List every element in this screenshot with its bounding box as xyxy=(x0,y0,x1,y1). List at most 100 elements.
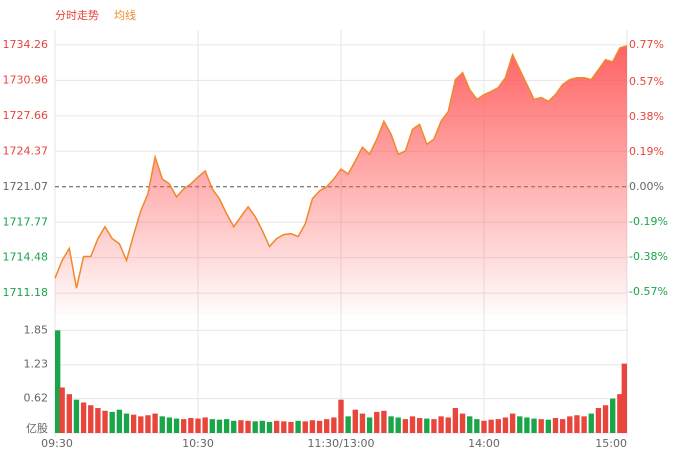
volume-bar xyxy=(617,394,623,433)
volume-bar xyxy=(416,418,423,433)
volume-bar xyxy=(102,410,108,433)
volume-bar xyxy=(238,420,244,433)
volume-tick-label: 0.62 xyxy=(24,392,49,405)
y2-tick-label: -0.57% xyxy=(629,285,668,298)
y-tick-label: 1714.48 xyxy=(3,251,49,264)
y2-tick-label: 0.77% xyxy=(629,38,664,51)
volume-bar xyxy=(66,394,72,433)
volume-bar xyxy=(130,414,137,433)
volume-bar xyxy=(395,417,401,433)
volume-bar xyxy=(588,413,594,433)
volume-bar xyxy=(252,421,258,433)
volume-bar xyxy=(116,409,123,433)
volume-bar xyxy=(459,413,466,433)
volume-bar xyxy=(366,417,373,433)
y2-tick-label: -0.38% xyxy=(629,250,668,263)
volume-bar xyxy=(123,413,130,433)
volume-tick-label: 1.85 xyxy=(24,323,49,336)
y2-tick-label: 0.00% xyxy=(629,180,664,193)
volume-bar xyxy=(316,420,323,433)
volume-bar xyxy=(324,419,330,433)
volume-bar xyxy=(266,421,273,433)
y2-tick-label: 0.38% xyxy=(629,110,664,123)
price-line xyxy=(54,45,628,289)
volume-bar xyxy=(567,416,573,433)
chart-title: 分时走势 xyxy=(55,9,99,22)
volume-bar xyxy=(138,416,144,433)
volume-bar xyxy=(359,413,366,433)
volume-bar xyxy=(302,421,308,433)
volume-bar xyxy=(438,416,444,433)
volume-bar xyxy=(610,398,616,433)
y-tick-label: 1730.96 xyxy=(3,73,49,86)
volume-bar xyxy=(273,420,280,433)
volume-bar xyxy=(73,399,80,433)
volume-bar xyxy=(80,402,87,433)
x-tick-label: 10:30 xyxy=(182,437,214,450)
volume-bar xyxy=(173,418,180,433)
volume-bar xyxy=(345,416,351,433)
volume-bar xyxy=(295,420,301,433)
volume-bar xyxy=(621,363,627,433)
x-tick-label: 11:30/13:00 xyxy=(307,437,374,450)
volume-bar xyxy=(574,415,580,433)
volume-bar xyxy=(467,416,473,433)
volume-bar xyxy=(181,419,187,433)
volume-bar xyxy=(288,421,294,433)
volume-bar xyxy=(245,420,251,433)
volume-bar xyxy=(88,405,94,433)
volume-bar xyxy=(109,411,115,433)
volume-bar xyxy=(502,417,509,433)
volume-bar xyxy=(424,418,430,433)
volume-bar xyxy=(231,420,237,433)
volume-bar xyxy=(517,416,523,433)
volume-bar xyxy=(595,408,602,433)
volume-bar xyxy=(159,416,165,433)
volume-bar xyxy=(352,409,358,433)
y2-tick-label: 0.19% xyxy=(629,145,664,158)
volume-bar xyxy=(309,420,316,433)
volume-bar xyxy=(531,418,537,433)
volume-bar xyxy=(524,417,530,433)
volume-bar xyxy=(55,330,61,433)
volume-bar xyxy=(216,419,223,433)
x-tick-label: 14:00 xyxy=(468,437,500,450)
y-tick-label: 1727.66 xyxy=(3,109,49,122)
volume-bar xyxy=(488,419,494,433)
legend-entry: 均线 xyxy=(114,8,136,22)
volume-bar xyxy=(281,421,287,433)
x-tick-label: 15:00 xyxy=(595,437,627,450)
volume-bar xyxy=(223,419,230,433)
x-tick-label: 09:30 xyxy=(41,437,73,450)
volume-bar xyxy=(202,417,208,433)
y-tick-label: 1711.18 xyxy=(3,286,49,299)
volume-bar xyxy=(581,416,587,433)
volume-bar xyxy=(209,419,215,433)
y-tick-label: 1717.77 xyxy=(3,215,49,228)
volume-bar xyxy=(431,419,437,433)
volume-bar xyxy=(338,399,344,433)
volume-bar xyxy=(495,419,501,433)
volume-bar xyxy=(474,419,480,433)
volume-bar xyxy=(559,419,566,433)
volume-bar xyxy=(188,418,194,433)
volume-bar xyxy=(552,418,559,433)
volume-bar xyxy=(59,387,65,433)
volume-bar xyxy=(152,413,158,433)
volume-bar xyxy=(409,416,416,433)
y-tick-label: 1734.26 xyxy=(3,38,49,51)
volume-bar xyxy=(195,418,201,433)
volume-bar xyxy=(545,419,552,433)
volume-bar xyxy=(445,417,451,433)
price-area xyxy=(55,45,627,316)
volume-bar xyxy=(481,420,487,433)
y-tick-label: 1721.07 xyxy=(3,180,49,193)
volume-bar xyxy=(388,416,394,433)
volume-bar xyxy=(452,408,459,433)
volume-bar xyxy=(331,417,337,433)
volume-bar xyxy=(259,420,266,433)
volume-bar xyxy=(402,419,409,433)
volume-bar xyxy=(538,419,544,433)
volume-tick-label: 亿股 xyxy=(26,422,48,435)
